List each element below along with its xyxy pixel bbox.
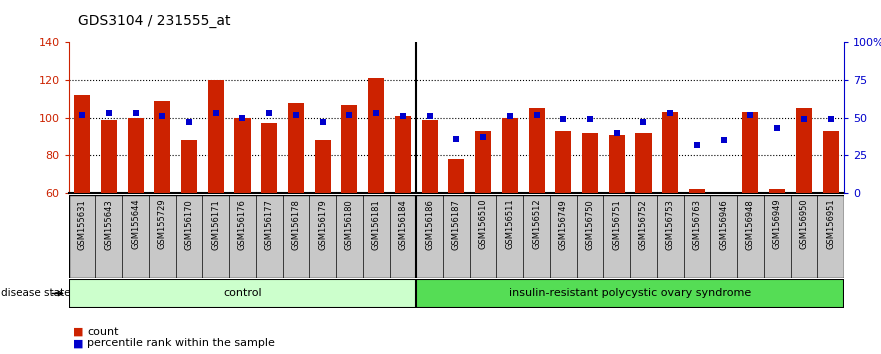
Text: GSM156187: GSM156187: [452, 199, 461, 250]
Bar: [582, 133, 598, 193]
Point: [663, 110, 677, 116]
Bar: [796, 108, 812, 193]
Text: GSM155643: GSM155643: [104, 199, 114, 250]
Text: GSM156752: GSM156752: [639, 199, 648, 250]
Point: [75, 112, 89, 118]
Text: GSM156751: GSM156751: [612, 199, 621, 250]
Bar: [475, 131, 491, 193]
Point: [343, 112, 357, 118]
Text: count: count: [87, 327, 119, 337]
Bar: [715, 193, 732, 302]
Point: [396, 113, 410, 119]
Text: insulin-resistant polycystic ovary syndrome: insulin-resistant polycystic ovary syndr…: [509, 289, 751, 298]
Bar: [663, 112, 678, 193]
Text: GSM156750: GSM156750: [586, 199, 595, 250]
Point: [583, 116, 597, 122]
Bar: [555, 131, 571, 193]
Text: GSM156171: GSM156171: [211, 199, 220, 250]
Text: GSM156946: GSM156946: [719, 199, 729, 250]
Bar: [154, 101, 170, 193]
Text: GSM156170: GSM156170: [184, 199, 194, 250]
Point: [503, 113, 517, 119]
Text: GSM156763: GSM156763: [692, 199, 701, 250]
Bar: [743, 112, 759, 193]
Text: GSM156177: GSM156177: [264, 199, 274, 250]
Text: GSM155644: GSM155644: [131, 199, 140, 250]
Bar: [689, 189, 705, 193]
Point: [129, 110, 143, 116]
Text: GSM156510: GSM156510: [478, 199, 487, 250]
Bar: [74, 95, 90, 193]
Bar: [609, 135, 625, 193]
Point: [824, 116, 838, 122]
Bar: [635, 133, 652, 193]
Text: GSM156178: GSM156178: [292, 199, 300, 250]
Point: [690, 142, 704, 148]
Text: GSM156950: GSM156950: [799, 199, 809, 250]
Point: [796, 116, 811, 122]
Bar: [69, 279, 416, 308]
Text: GSM155729: GSM155729: [158, 199, 167, 250]
Point: [716, 137, 730, 143]
Bar: [502, 118, 518, 193]
Bar: [100, 120, 117, 193]
Text: GSM156511: GSM156511: [506, 199, 515, 250]
Point: [235, 115, 249, 120]
Bar: [529, 108, 544, 193]
Point: [315, 119, 329, 125]
Text: GSM156949: GSM156949: [773, 199, 781, 250]
Text: GDS3104 / 231555_at: GDS3104 / 231555_at: [78, 14, 230, 28]
Text: GSM156948: GSM156948: [746, 199, 755, 250]
Point: [449, 136, 463, 142]
Text: disease state: disease state: [1, 289, 70, 298]
Text: percentile rank within the sample: percentile rank within the sample: [87, 338, 275, 348]
Point: [155, 113, 169, 119]
Point: [182, 119, 196, 125]
Text: GSM156951: GSM156951: [826, 199, 835, 250]
Point: [369, 110, 383, 116]
Text: GSM156180: GSM156180: [345, 199, 354, 250]
Point: [263, 110, 277, 116]
Text: GSM155631: GSM155631: [78, 199, 86, 250]
Text: GSM156181: GSM156181: [372, 199, 381, 250]
Text: GSM156176: GSM156176: [238, 199, 247, 250]
Point: [744, 112, 758, 118]
Text: control: control: [223, 289, 262, 298]
Point: [610, 130, 624, 136]
Text: GSM156184: GSM156184: [398, 199, 407, 250]
Point: [556, 116, 570, 122]
Bar: [181, 140, 197, 193]
Text: GSM156186: GSM156186: [426, 199, 434, 250]
Bar: [315, 140, 330, 193]
Bar: [448, 159, 464, 193]
Text: GSM156512: GSM156512: [532, 199, 541, 250]
Point: [770, 125, 784, 131]
Text: ■: ■: [73, 338, 84, 348]
Point: [636, 119, 650, 125]
Bar: [395, 116, 411, 193]
Bar: [823, 131, 839, 193]
Text: GSM156749: GSM156749: [559, 199, 567, 250]
Bar: [208, 80, 224, 193]
Bar: [416, 279, 844, 308]
Bar: [234, 118, 250, 193]
Point: [209, 110, 223, 116]
Point: [102, 110, 116, 116]
Bar: [288, 103, 304, 193]
Bar: [769, 189, 785, 193]
Bar: [261, 123, 278, 193]
Point: [476, 135, 490, 140]
Point: [529, 112, 544, 118]
Point: [423, 113, 437, 119]
Text: ■: ■: [73, 327, 84, 337]
Bar: [422, 120, 438, 193]
Text: GSM156179: GSM156179: [318, 199, 327, 250]
Point: [289, 112, 303, 118]
Bar: [368, 78, 384, 193]
Bar: [342, 104, 358, 193]
Bar: [128, 118, 144, 193]
Text: GSM156753: GSM156753: [666, 199, 675, 250]
